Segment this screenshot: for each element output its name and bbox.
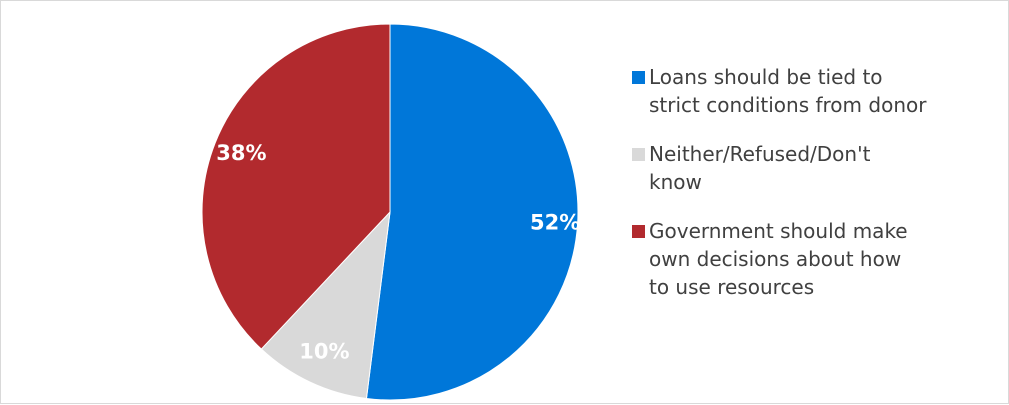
legend-label-line-3: to use resources — [649, 275, 815, 299]
pie-value-label: 52% — [530, 210, 580, 234]
legend-label-line-2: know — [649, 170, 702, 194]
legend-item-loans-tied-to-conditions: Loans should be tied to strict condition… — [629, 63, 1005, 119]
legend-swatch-blue — [632, 71, 645, 84]
legend-label-line-1: Neither/Refused/Don't — [649, 142, 871, 166]
legend-label-line-2: own decisions about how — [649, 247, 902, 271]
legend: Loans should be tied to strict condition… — [629, 63, 1005, 301]
pie-value-label: 38% — [216, 141, 266, 165]
legend-label-line-2: strict conditions from donor — [649, 93, 927, 117]
pie-slice-government-should-make-own-decisions-abo — [201, 23, 391, 350]
legend-swatch-red — [632, 225, 645, 238]
legend-label-line-1: Government should make — [649, 219, 908, 243]
legend-label-line-1: Loans should be tied to — [649, 65, 883, 89]
legend-swatch-gray — [632, 148, 645, 161]
legend-item-government-decides: Government should make own decisions abo… — [629, 217, 1005, 301]
pie-slice-loans-should-be-tied-to-strict-condition — [365, 23, 579, 401]
legend-item-neither-refused: Neither/Refused/Don't know — [629, 140, 1005, 196]
pie-value-label: 10% — [299, 339, 349, 363]
pie-slice-neither-refused-don-t-know — [260, 210, 391, 400]
